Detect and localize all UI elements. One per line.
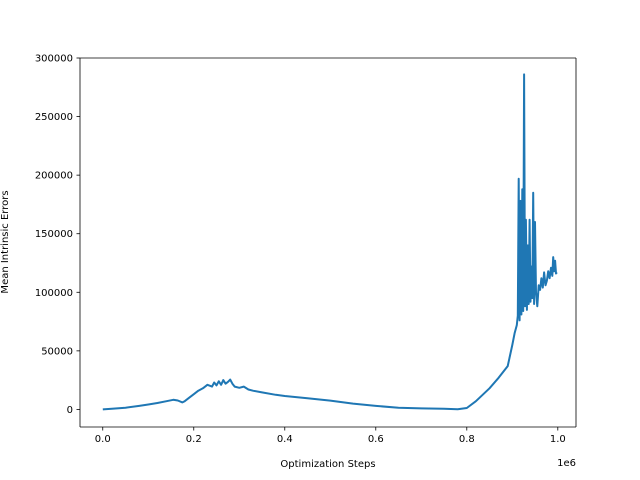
x-tick-label: 0.6 <box>368 434 384 445</box>
series-layer <box>102 73 558 411</box>
plot-area <box>80 58 576 427</box>
x-axis-offset-label: 1e6 <box>557 458 576 469</box>
x-tick-label: 0.4 <box>277 434 293 445</box>
x-axis-label: Optimization Steps <box>280 459 375 470</box>
y-tick-label: 250000 <box>35 112 73 123</box>
y-tick-label: 50000 <box>41 346 73 357</box>
y-axis-label: Mean Intrinsic Errors <box>0 190 11 293</box>
x-tick-label: 1.0 <box>550 434 566 445</box>
y-tick-label: 0 <box>67 405 73 416</box>
y-tick-label: 300000 <box>35 54 73 65</box>
y-axis-ticks: 0 50000 100000 150000 200000 250000 300000 <box>35 54 80 416</box>
y-tick-label: 150000 <box>35 229 73 240</box>
series-line <box>102 73 558 411</box>
x-tick-label: 0.2 <box>186 434 202 445</box>
x-axis-ticks: 0.0 0.2 0.4 0.6 0.8 1.0 <box>95 427 566 445</box>
y-tick-label: 200000 <box>35 171 73 182</box>
plot-frame <box>79 57 577 428</box>
x-tick-label: 0.0 <box>95 434 111 445</box>
x-tick-label: 0.8 <box>459 434 475 445</box>
y-tick-label: 100000 <box>35 288 73 299</box>
